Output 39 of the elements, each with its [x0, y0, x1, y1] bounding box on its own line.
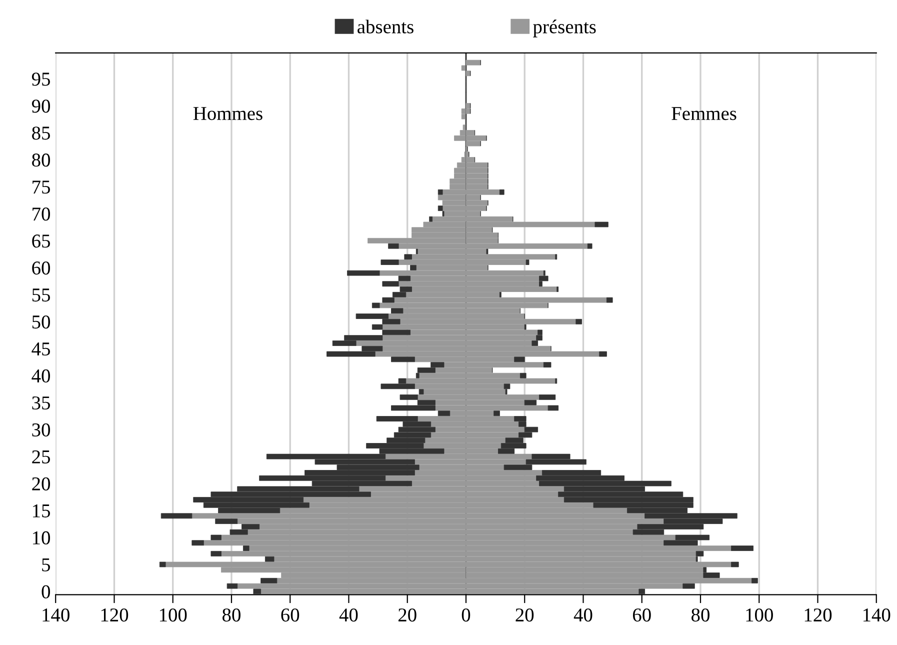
x-tick-label: 20: [516, 608, 534, 622]
x-tick-label: 140: [863, 608, 890, 622]
x-tick-label: 0: [462, 608, 470, 622]
x-tick-label: 80: [222, 608, 240, 622]
y-tick-label: 15: [33, 504, 50, 518]
x-tick-label: 100: [160, 608, 187, 622]
y-tick-label: 50: [32, 315, 50, 329]
x-tick-label: 100: [746, 608, 773, 622]
x-tick-label: 80: [692, 608, 710, 622]
x-tick-label: 120: [101, 608, 128, 622]
y-tick-label: 0: [42, 585, 50, 598]
x-tick-label: 120: [804, 608, 832, 622]
y-tick-label: 85: [32, 126, 50, 140]
y-tick-label: 25: [32, 450, 50, 464]
y-tick-label: 65: [32, 234, 50, 248]
y-tick-label: 75: [32, 180, 50, 194]
y-tick-label: 70: [32, 208, 50, 221]
y-tick-label: 55: [32, 288, 50, 302]
legend-label: présents: [533, 20, 596, 38]
x-tick-label: 40: [339, 608, 358, 622]
y-tick-label: 45: [32, 342, 50, 356]
annotation: Femmes: [672, 107, 736, 120]
y-tick-label: 35: [32, 396, 50, 410]
x-tick-label: 60: [632, 608, 651, 622]
y-tick-label: 10: [33, 531, 50, 544]
y-tick-label: 60: [32, 261, 50, 275]
x-tick-label: 60: [281, 608, 300, 622]
x-tick-label: 20: [398, 608, 416, 622]
y-tick-label: 80: [32, 154, 50, 167]
y-tick-label: 95: [32, 72, 50, 86]
annotation: Hommes: [193, 107, 262, 120]
x-tick-label: 40: [574, 608, 592, 622]
y-tick-label: 5: [42, 558, 50, 572]
y-tick-label: 30: [32, 423, 50, 436]
legend-label: absents: [358, 20, 414, 34]
y-tick-label: 20: [32, 477, 50, 490]
y-tick-label: 90: [32, 100, 50, 113]
x-tick-label: 140: [42, 608, 70, 622]
y-tick-label: 40: [32, 369, 50, 383]
